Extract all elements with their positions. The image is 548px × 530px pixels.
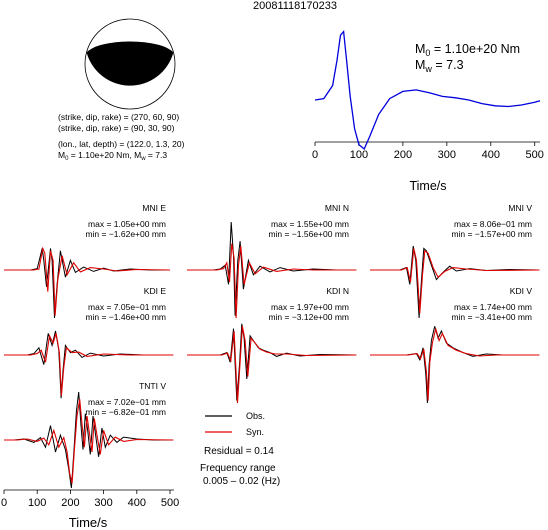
waveform-tick-label: 0 xyxy=(1,497,7,509)
synthetic-trace-mni-e xyxy=(4,246,171,316)
frequency-range-title: Frequency range xyxy=(200,463,276,474)
mag-sub: w xyxy=(140,156,146,162)
stf-panel: M0 = 1.10e+20 Nm Mw = 7.3 0 100 200 300 400 5… xyxy=(312,30,544,193)
stf-moment-m: M xyxy=(415,42,425,56)
observed-trace-mni-v xyxy=(370,245,540,319)
station-name: MNI E xyxy=(142,203,166,213)
nodal-plane-2: (strike, dip, rake) = (90, 30, 90) xyxy=(58,123,175,133)
synthetic-trace-kdi-n xyxy=(187,326,357,404)
legend-obs-label: Obs. xyxy=(246,411,265,421)
waveform-xlabel: Time/s xyxy=(69,515,108,530)
stf-moment-sub: 0 xyxy=(425,48,430,58)
station-min: min = −1.56e+00 mm xyxy=(268,229,349,239)
residual: Residual = 0.14 xyxy=(204,446,274,457)
station-min: min = −1.62e+00 mm xyxy=(85,229,166,239)
station-min: min = −6.82e−01 mm xyxy=(85,407,166,417)
stf-magnitude-label: Mw = 7.3 xyxy=(415,58,464,74)
stf-mag-m: M xyxy=(415,58,425,72)
nodal-plane-1: (strike, dip, rake) = (270, 60, 90) xyxy=(58,112,179,122)
stf-tick-label: 100 xyxy=(350,149,368,161)
stf-x-axis: 0 100 200 300 400 500 xyxy=(312,141,544,161)
station-max: max = 1.55e+00 mm xyxy=(271,219,349,229)
stf-moment-value: = 1.10e+20 Nm xyxy=(430,42,520,56)
station-name: TNTI V xyxy=(139,381,166,391)
station-max: max = 7.02e−01 mm xyxy=(88,397,166,407)
station-min: min = −3.12e+00 mm xyxy=(268,312,349,322)
observed-trace-kdi-v xyxy=(370,326,540,404)
waveform-tick-label: 500 xyxy=(161,497,179,509)
observed-trace-tnti-v xyxy=(4,391,174,489)
stf-tick-label: 500 xyxy=(526,149,544,161)
station-name: MNI N xyxy=(325,203,349,213)
station-max: max = 1.74e+00 mm xyxy=(454,302,532,312)
station-name: KDI N xyxy=(326,286,349,296)
station-min: min = −1.46e+00 mm xyxy=(85,312,166,322)
synthetic-trace-kdi-e xyxy=(4,333,174,396)
event-id-title: 20081118170233 xyxy=(253,0,337,12)
waveform-tick-label: 100 xyxy=(28,497,46,509)
station-min: min = −3.41e+00 mm xyxy=(451,312,532,322)
station-name: MNI V xyxy=(508,203,532,213)
waveform-tick-label: 300 xyxy=(94,497,112,509)
station-max: max = 7.05e−01 mm xyxy=(88,302,166,312)
waveform-tick-label: 200 xyxy=(61,497,79,509)
observed-trace-kdi-n xyxy=(187,323,357,401)
stf-tick-label: 200 xyxy=(394,149,412,161)
legend: Obs. Syn. xyxy=(205,411,265,437)
synthetic-trace-tnti-v xyxy=(4,399,174,484)
synthetic-trace-kdi-v xyxy=(370,328,540,401)
mag-rest: = 7.3 xyxy=(146,150,168,160)
observed-trace-mni-n xyxy=(187,221,357,316)
synthetic-trace-mni-v xyxy=(370,248,540,314)
legend-syn-label: Syn. xyxy=(246,427,264,437)
stf-tick-label: 300 xyxy=(438,149,456,161)
stf-tick-label: 0 xyxy=(312,149,318,161)
stf-xlabel: Time/s xyxy=(409,179,446,193)
event-location: (lon., lat, depth) = (122.0, 1.3, 20) xyxy=(58,139,185,149)
stf-mag-value: = 7.3 xyxy=(432,58,464,72)
moment-sub: 0 xyxy=(65,156,69,162)
moment-rest: = 1.10e+20 Nm, M xyxy=(68,150,141,160)
beachball-compressional-quadrant xyxy=(86,41,174,86)
synthetic-trace-mni-n xyxy=(187,243,357,319)
waveform-x-axis: 0 100 200 300 400 500 xyxy=(1,489,179,509)
stf-curve xyxy=(314,30,541,151)
waveform-tick-label: 400 xyxy=(128,497,146,509)
moment-m: M xyxy=(58,150,65,160)
stf-mag-sub: w xyxy=(424,64,432,74)
stf-moment-label: M0 = 1.10e+20 Nm xyxy=(415,42,520,58)
station-max: max = 8.06e−01 mm xyxy=(454,219,532,229)
station-max: max = 1.97e+00 mm xyxy=(271,302,349,312)
moment-magnitude-line: M0 = 1.10e+20 Nm, Mw = 7.3 xyxy=(58,150,167,162)
stf-tick-label: 400 xyxy=(482,149,500,161)
beachball xyxy=(84,18,176,110)
frequency-range-value: 0.005 – 0.02 (Hz) xyxy=(203,476,280,487)
station-min: min = −1.57e+00 mm xyxy=(451,229,532,239)
station-name: KDI V xyxy=(510,286,533,296)
station-name: KDI E xyxy=(144,286,167,296)
station-max: max = 1.05e+00 mm xyxy=(88,219,166,229)
